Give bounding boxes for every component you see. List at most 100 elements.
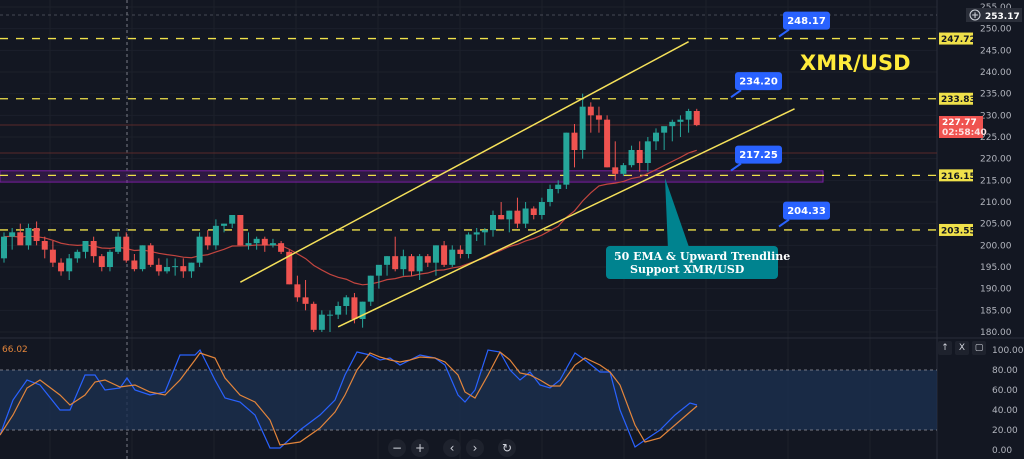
candle-body <box>123 236 130 261</box>
candle-body <box>636 150 643 163</box>
candle <box>563 132 570 189</box>
candle-body <box>1 236 7 259</box>
candle-body <box>335 306 342 315</box>
candle-body <box>457 249 464 254</box>
candle <box>506 210 513 233</box>
price-axis-tick: 250.00 <box>980 25 1012 35</box>
zoom-out-button[interactable]: − <box>388 439 406 457</box>
candle <box>253 236 260 250</box>
candle <box>229 215 236 228</box>
plus-circle-icon[interactable] <box>969 9 981 21</box>
pane-maximize-button[interactable]: ▢ <box>972 341 986 355</box>
candle <box>269 238 276 248</box>
candle <box>408 254 415 276</box>
price-axis-tick: 230.00 <box>980 111 1012 121</box>
candle <box>416 254 423 280</box>
candle <box>530 206 537 220</box>
candle-body <box>514 210 521 224</box>
candle <box>620 163 627 176</box>
pane-close-button[interactable]: X <box>955 341 969 355</box>
candle-body <box>180 266 187 272</box>
candle <box>457 245 464 259</box>
candle-body <box>612 167 619 174</box>
candle-body <box>82 241 89 252</box>
candle-body <box>653 132 659 142</box>
candle <box>587 102 594 133</box>
candle <box>432 245 439 276</box>
candle <box>172 258 179 276</box>
level-price-tag <box>939 92 973 105</box>
candle-body <box>278 243 285 252</box>
candle-body <box>204 236 211 246</box>
callout-price: 217.25 <box>739 150 778 161</box>
candle-body <box>74 251 81 259</box>
candle-body <box>555 184 562 189</box>
chart-title: XMR/USD <box>800 51 911 75</box>
candle <box>384 256 391 276</box>
candle-body <box>563 132 570 185</box>
level-price-tag-text: 247.72 <box>941 35 976 45</box>
candle <box>653 128 659 150</box>
candle <box>196 232 203 267</box>
candle <box>237 215 244 246</box>
candle-body <box>98 256 105 267</box>
candle-body <box>237 215 244 246</box>
candle-body <box>473 232 480 235</box>
level-price-tag <box>939 32 973 45</box>
candle-body <box>408 256 415 272</box>
candle-body <box>229 215 236 224</box>
candle <box>180 258 187 278</box>
price-axis-tick: 215.00 <box>980 176 1012 186</box>
candle <box>375 264 382 289</box>
candle <box>424 254 431 267</box>
candle <box>490 210 496 237</box>
candle-body <box>604 119 611 168</box>
candle-body <box>49 249 56 263</box>
support-zone <box>0 170 824 183</box>
callout-pointer <box>730 89 742 98</box>
price-axis-tick: 185.00 <box>980 306 1012 316</box>
candle-body <box>115 236 122 252</box>
last-price: 227.77 <box>942 118 977 128</box>
level-price-tag-text: 233.83 <box>941 95 976 105</box>
plus-circle-icon-glyph: + <box>971 11 979 21</box>
price-axis-tick: 235.00 <box>980 90 1012 100</box>
candle-body <box>25 228 32 246</box>
candle <box>628 145 635 168</box>
callout-pointer <box>778 218 790 228</box>
candle-body <box>595 115 602 120</box>
stoch-value-label: 66.02 <box>2 345 28 355</box>
callout-pointer <box>730 162 742 172</box>
stoch-d-line <box>0 351 698 446</box>
candle-body <box>17 232 24 246</box>
reset-chart-button[interactable]: ↻ <box>498 439 516 457</box>
candle-body <box>367 275 374 302</box>
candle <box>595 106 602 133</box>
candle <box>33 221 40 246</box>
candle <box>644 137 651 172</box>
price-axis-tick: 210.00 <box>980 198 1012 208</box>
candle <box>555 180 562 194</box>
candle <box>98 254 105 272</box>
stoch-k-line <box>0 348 698 449</box>
candle <box>465 232 472 259</box>
annotation-box <box>606 246 778 279</box>
callout-box <box>783 201 830 220</box>
candle-body <box>449 249 456 265</box>
price-axis-tick: 220.00 <box>980 155 1012 165</box>
candle <box>571 124 578 168</box>
candle <box>131 254 138 272</box>
scroll-back-button[interactable]: ‹ <box>443 439 461 457</box>
zoom-in-button[interactable]: + <box>411 439 429 457</box>
candle <box>547 184 554 207</box>
candle <box>155 258 162 276</box>
candle <box>66 254 73 280</box>
scroll-forward-button[interactable]: › <box>466 439 484 457</box>
candle <box>473 228 480 241</box>
pane-move-up-button[interactable]: ↑ <box>938 341 952 355</box>
candle-body <box>139 245 146 270</box>
candle-body <box>147 245 154 265</box>
candle <box>677 115 684 137</box>
candle <box>514 197 521 228</box>
